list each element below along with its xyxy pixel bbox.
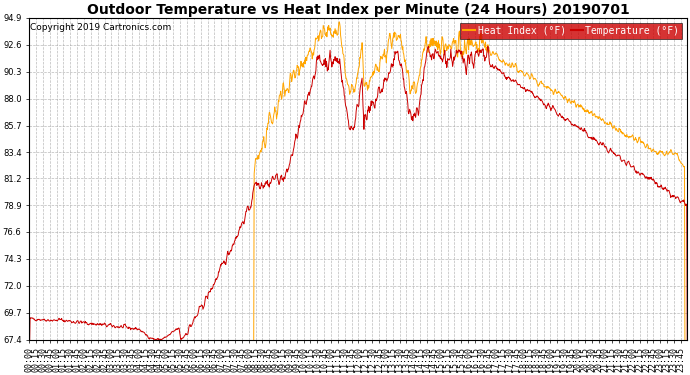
Temperature (°F) <box>605 148 613 153</box>
Temperature (°F) <box>683 342 690 346</box>
Temperature (°F) <box>484 44 492 49</box>
Heat Index (°F) <box>605 123 613 127</box>
Legend: Heat Index (°F), Temperature (°F): Heat Index (°F), Temperature (°F) <box>460 23 682 39</box>
Heat Index (°F) <box>461 43 469 47</box>
Temperature (°F) <box>245 208 253 212</box>
Line: Temperature (°F): Temperature (°F) <box>29 46 687 344</box>
Temperature (°F) <box>25 342 33 346</box>
Title: Outdoor Temperature vs Heat Index per Minute (24 Hours) 20190701: Outdoor Temperature vs Heat Index per Mi… <box>87 3 629 17</box>
Heat Index (°F) <box>546 88 555 93</box>
Temperature (°F) <box>155 337 164 342</box>
Temperature (°F) <box>171 328 179 332</box>
Line: Heat Index (°F): Heat Index (°F) <box>253 22 685 344</box>
Text: Copyright 2019 Cartronics.com: Copyright 2019 Cartronics.com <box>30 23 171 32</box>
Temperature (°F) <box>461 61 469 66</box>
Temperature (°F) <box>547 106 555 111</box>
